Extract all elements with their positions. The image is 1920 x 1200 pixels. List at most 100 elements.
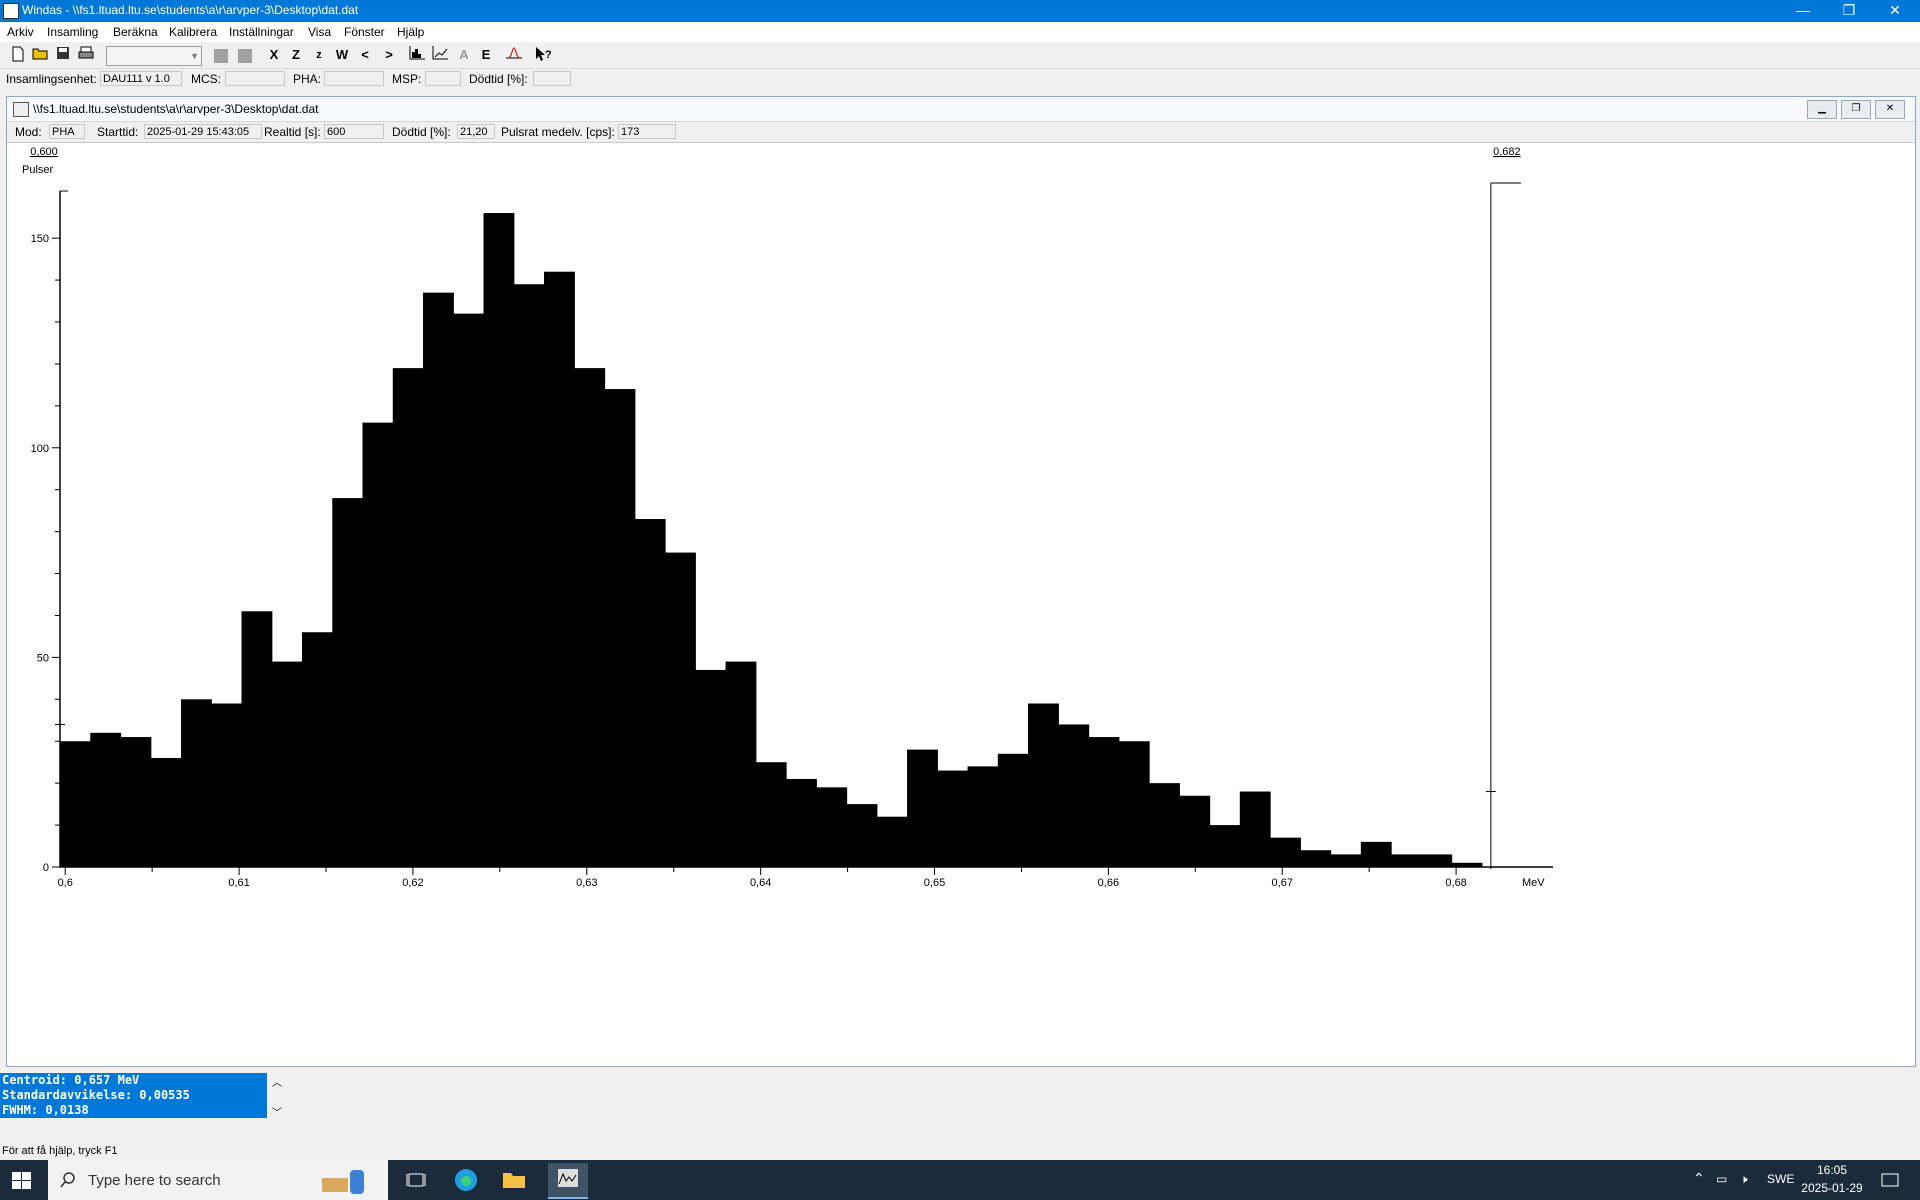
spectrum-chart[interactable]: 0 50 100 150 0,6 0,61 0,62 0,63 0,64 0,65 0,66 0,67… bbox=[13, 143, 1911, 1063]
pulse-rate-value: 173 bbox=[618, 124, 676, 139]
font-a-icon[interactable]: A bbox=[459, 47, 469, 62]
network-icon[interactable]: ▭ bbox=[1716, 1172, 1728, 1186]
x-tick-label: 0,64 bbox=[750, 877, 771, 889]
histogram-bar bbox=[786, 778, 817, 867]
histogram-icon[interactable] bbox=[408, 46, 426, 64]
histogram-bar bbox=[665, 552, 696, 867]
spectrum-info-bar: Mod: PHA Starttid: 2025-01-29 15:43:05 R… bbox=[7, 122, 1915, 143]
stop-icon[interactable] bbox=[214, 49, 228, 63]
menu-installningar[interactable]: Inställningar bbox=[229, 25, 294, 39]
histogram-bar bbox=[453, 313, 485, 868]
histogram-bar bbox=[846, 804, 878, 867]
spectrum-window: \\fs1.ltuad.ltu.se\students\a\r\arvper-3… bbox=[6, 96, 1916, 1067]
y-tick-label: 0 bbox=[43, 862, 49, 874]
acquisition-info-bar: Insamlingsenhet: DAU111 v 1.0 MCS: PHA: … bbox=[0, 69, 1920, 89]
tool-zoom-small-z[interactable]: z bbox=[316, 49, 322, 61]
x-tick-label: 0,61 bbox=[228, 877, 249, 889]
help-pointer-icon[interactable]: ? bbox=[535, 46, 553, 64]
mcs-label: MCS: bbox=[191, 72, 221, 86]
new-file-icon[interactable] bbox=[9, 46, 27, 64]
notifications-icon[interactable] bbox=[1876, 1166, 1904, 1194]
scroll-down-icon[interactable]: ﹀ bbox=[272, 1108, 282, 1119]
unit-value: DAU111 v 1.0 bbox=[100, 71, 182, 86]
chevron-down-icon: ▼ bbox=[190, 51, 199, 61]
start-time-value: 2025-01-29 15:43:05 bbox=[144, 124, 262, 139]
tool-zoom-z[interactable]: Z bbox=[292, 47, 300, 62]
spectrum-window-title: \\fs1.ltuad.ltu.se\students\a\r\arvper-3… bbox=[33, 102, 319, 116]
histogram-bar bbox=[1149, 783, 1180, 867]
save-icon[interactable] bbox=[54, 46, 72, 64]
child-deadtime-label: Dödtid [%]: bbox=[392, 125, 451, 139]
menu-arkiv[interactable]: Arkiv bbox=[7, 25, 34, 39]
pha-value bbox=[324, 71, 384, 86]
toolbar-combo[interactable]: ▼ bbox=[106, 46, 202, 66]
tool-left[interactable]: < bbox=[361, 47, 369, 62]
menu-fonster[interactable]: Fönster bbox=[344, 25, 385, 39]
histogram-bar bbox=[1421, 854, 1453, 867]
line-plot-icon[interactable] bbox=[431, 46, 449, 64]
taskbar-search[interactable]: Type here to search bbox=[48, 1160, 388, 1200]
language-indicator[interactable]: SWE bbox=[1767, 1172, 1795, 1186]
print-icon[interactable] bbox=[77, 46, 95, 64]
histogram-bar bbox=[181, 699, 212, 867]
pulse-rate-label: Pulsrat medelv. [cps]: bbox=[501, 125, 615, 139]
clock-time[interactable]: 16:05 bbox=[1816, 1163, 1848, 1177]
fwhm-result: FWHM: 0,0138 bbox=[2, 1103, 89, 1117]
windas-taskbar-icon[interactable] bbox=[548, 1163, 588, 1199]
child-restore-button[interactable]: ❐ bbox=[1841, 100, 1871, 119]
spectrum-window-icon[interactable] bbox=[13, 102, 29, 117]
histogram-bar bbox=[695, 669, 727, 867]
task-view-icon[interactable] bbox=[402, 1166, 430, 1194]
volume-icon[interactable]: 🕨 bbox=[1740, 1172, 1748, 1186]
menu-kalibrera[interactable]: Kalibrera bbox=[169, 25, 218, 39]
restore-button[interactable]: ❐ bbox=[1842, 2, 1856, 18]
file-explorer-icon[interactable] bbox=[500, 1166, 528, 1194]
histogram-bar bbox=[1028, 703, 1059, 867]
menu-hjalp[interactable]: Hjälp bbox=[397, 25, 425, 39]
chevron-up-icon[interactable]: ⌃ bbox=[1693, 1170, 1705, 1186]
histogram-bar bbox=[997, 753, 1029, 867]
tool-e[interactable]: E bbox=[481, 47, 491, 62]
open-folder-icon[interactable] bbox=[31, 46, 49, 64]
minimize-button[interactable]: — bbox=[1796, 2, 1810, 18]
menu-insamling[interactable]: Insamling bbox=[47, 25, 99, 39]
menu-visa[interactable]: Visa bbox=[308, 25, 332, 39]
centroid-result: Centroid: 0,657 MeV bbox=[2, 1073, 140, 1087]
pause-icon[interactable] bbox=[238, 49, 252, 63]
histogram-bar bbox=[1270, 837, 1301, 867]
app-icon[interactable] bbox=[3, 3, 19, 19]
histogram-bar bbox=[362, 422, 394, 867]
histogram-bar bbox=[725, 661, 757, 867]
clock-date[interactable]: 2025-01-29 bbox=[1801, 1181, 1863, 1195]
search-highlight-icon[interactable] bbox=[314, 1164, 374, 1196]
x-tick-label: 0,65 bbox=[924, 877, 945, 889]
histogram-bar bbox=[1179, 795, 1211, 867]
histogram-bar bbox=[876, 816, 908, 867]
tool-w[interactable]: W bbox=[335, 47, 349, 62]
mode-value: PHA bbox=[49, 124, 85, 139]
histogram-bar bbox=[423, 292, 454, 868]
spectrum-plot-area[interactable]: 0 50 100 150 0,6 0,61 0,62 0,63 0,64 0,65 0,66 0,67… bbox=[13, 143, 1911, 1063]
histogram-bar bbox=[937, 770, 969, 867]
peak-icon[interactable] bbox=[505, 46, 523, 64]
menu-berakna[interactable]: Beräkna bbox=[113, 25, 158, 39]
child-close-button[interactable]: ✕ bbox=[1875, 100, 1905, 119]
histogram-bar bbox=[1058, 724, 1090, 867]
histogram-bar bbox=[1360, 841, 1392, 867]
windows-start-icon[interactable] bbox=[10, 1166, 38, 1194]
child-minimize-button[interactable]: ▁ bbox=[1807, 100, 1837, 119]
mcs-value bbox=[225, 71, 285, 86]
search-placeholder: Type here to search bbox=[88, 1172, 221, 1189]
edge-browser-icon[interactable] bbox=[452, 1166, 480, 1194]
close-button[interactable]: ✕ bbox=[1889, 2, 1901, 18]
histogram-bar bbox=[392, 368, 424, 867]
left-cursor-value: 0,600 bbox=[30, 146, 58, 158]
histogram-bar bbox=[574, 368, 606, 867]
msp-label: MSP: bbox=[392, 72, 422, 86]
scroll-up-icon[interactable]: ︿ bbox=[272, 1078, 282, 1089]
tool-x[interactable]: X bbox=[269, 47, 279, 62]
tool-right[interactable]: > bbox=[385, 47, 393, 62]
title-bar: Windas - \\fs1.ltuad.ltu.se\students\a\r… bbox=[0, 0, 1920, 22]
search-icon bbox=[60, 1172, 75, 1188]
x-tick-label: 0,62 bbox=[402, 877, 423, 889]
